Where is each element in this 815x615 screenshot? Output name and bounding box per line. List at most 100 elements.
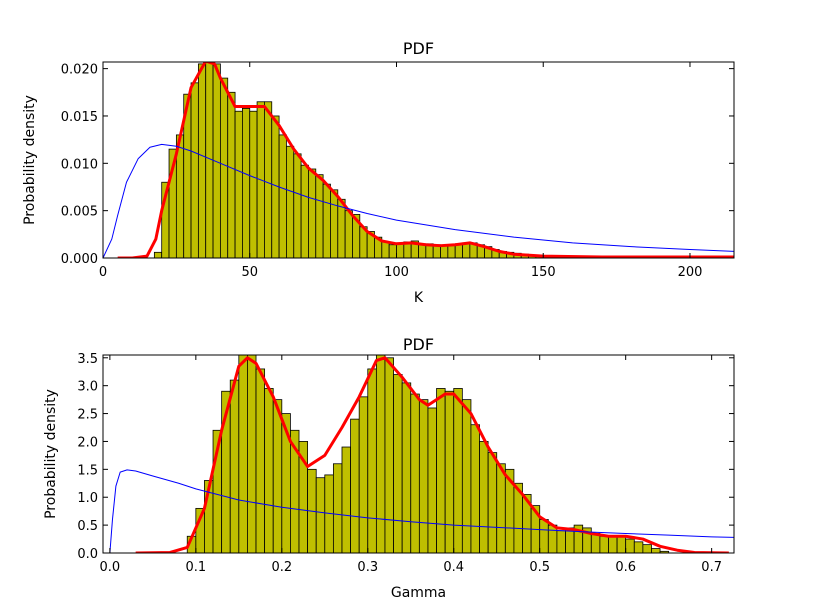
hist-bar (300, 164, 309, 258)
hist-bar (264, 101, 273, 258)
hist-bar (436, 388, 446, 553)
line (103, 143, 734, 258)
hist-bar (410, 393, 420, 553)
y-tick-label: 0.0 (77, 547, 98, 562)
y-tick-label: 2.0 (77, 435, 98, 450)
hist-bar (599, 535, 609, 553)
x-tick-label: 0.4 (443, 560, 464, 575)
hist-bar (651, 548, 661, 553)
hist-bar (308, 168, 317, 258)
hist-bar (487, 452, 498, 553)
hist-bar (642, 544, 652, 553)
y-tick-label: 3.0 (77, 380, 98, 395)
hist-bar (229, 379, 240, 553)
y-tick-label: 0.005 (61, 205, 98, 220)
y-tick-label: 1.5 (77, 463, 98, 478)
hist-bar (322, 183, 331, 258)
hist-bar (264, 388, 274, 553)
hist-bar (358, 396, 369, 553)
x-tick-label: 150 (531, 265, 556, 280)
x-tick-label: 200 (678, 265, 703, 280)
y-tick-label: 0.5 (77, 519, 98, 534)
hist-bar (590, 533, 601, 553)
chart-title: PDF (403, 39, 434, 58)
hist-bar (293, 153, 302, 258)
hist-bar (197, 63, 207, 258)
hist-bar (286, 145, 295, 258)
hist-bar (393, 374, 403, 553)
hist-bar (255, 368, 266, 553)
x-tick-label: 100 (384, 265, 409, 280)
x-tick-label: 0.1 (186, 560, 207, 575)
hist-bar (461, 399, 472, 553)
hist-bar (238, 355, 248, 553)
x-axis-label: Gamma (391, 585, 446, 601)
hist-bar (190, 82, 199, 258)
hist-bar (227, 91, 236, 258)
hist-bar (375, 355, 386, 553)
y-tick-label: 0.010 (61, 157, 98, 172)
hist-bar (496, 463, 506, 553)
x-tick-label: 0.2 (271, 560, 292, 575)
hist-bar (440, 245, 449, 258)
x-axis-label: K (414, 290, 424, 306)
hist-bar (367, 368, 377, 553)
x-tick-label: 0.7 (701, 560, 722, 575)
hist-bar (247, 355, 257, 553)
hist-bar (401, 382, 412, 553)
hist-bar (315, 174, 324, 258)
hist-bar (625, 538, 635, 553)
x-tick-label: 0.0 (100, 560, 121, 575)
hist-bar (608, 535, 618, 553)
hist-bar (388, 244, 397, 258)
line (135, 356, 729, 553)
hist-bar (272, 399, 283, 553)
hist-bar (659, 550, 670, 553)
hist-bar (384, 357, 394, 553)
hist-bar (547, 524, 558, 553)
hist-bar (447, 244, 456, 258)
plot-area (109, 355, 734, 553)
y-tick-label: 1.0 (77, 491, 98, 506)
hist-bar (344, 210, 353, 258)
hist-bar (234, 110, 243, 258)
hist-bar (381, 241, 390, 258)
y-tick-label: 0.020 (61, 63, 98, 78)
hist-bar (332, 463, 343, 553)
hist-bar (633, 541, 644, 553)
hist-bar (242, 107, 251, 258)
y-axis-label: Probability density (22, 95, 38, 225)
axes-frame (102, 354, 735, 554)
hist-bar (315, 477, 326, 553)
axes-frame (102, 61, 735, 259)
hist-bar (337, 198, 346, 258)
y-tick-label: 3.5 (77, 352, 98, 367)
hist-bar (341, 446, 351, 553)
hist-bar (616, 535, 627, 553)
hist-bar (153, 251, 163, 258)
y-axis-label: Probability density (43, 389, 59, 519)
y-tick-label: 2.5 (77, 408, 98, 423)
chart-title: PDF (403, 335, 434, 354)
hist-bar (350, 418, 360, 553)
hist-bar (479, 441, 489, 553)
x-tick-label: 0.6 (615, 560, 636, 575)
x-tick-label: 0 (99, 265, 107, 280)
plot-area (103, 62, 734, 258)
hist-bar (444, 390, 455, 553)
hist-bar (539, 519, 549, 553)
line (117, 62, 734, 258)
hist-bar (418, 244, 427, 258)
hist-bar (330, 189, 339, 258)
hist-bar (556, 530, 566, 553)
x-tick-label: 0.3 (357, 560, 378, 575)
hist-bar (249, 110, 258, 258)
y-tick-label: 0.000 (61, 252, 98, 267)
x-tick-label: 0.5 (529, 560, 550, 575)
hist-bar (427, 407, 437, 553)
x-tick-label: 50 (241, 265, 258, 280)
hist-bar (219, 77, 229, 258)
hist-bar (418, 399, 429, 553)
hist-bar (453, 388, 463, 553)
